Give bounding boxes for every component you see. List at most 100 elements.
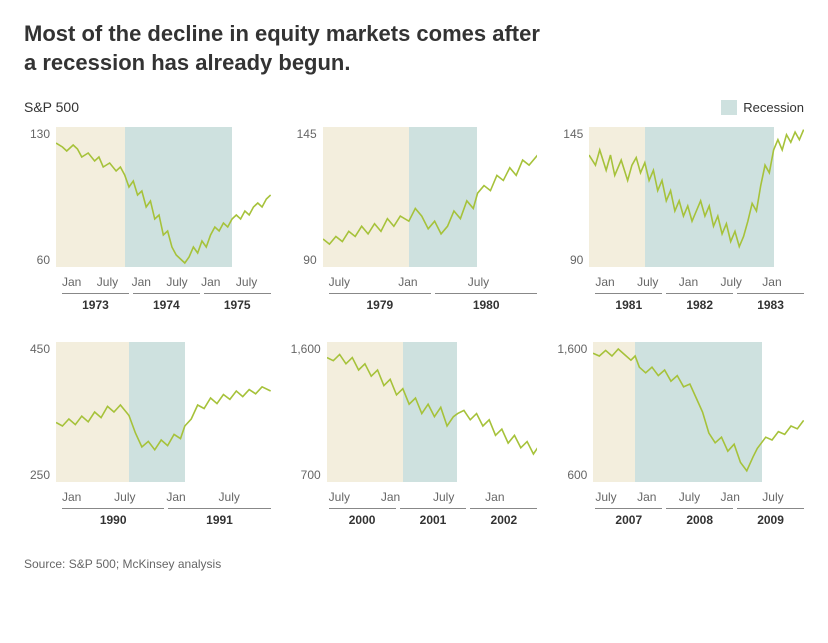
year-label: 2000 xyxy=(329,508,396,527)
year-labels: 197319741975 xyxy=(62,293,271,312)
month-label: Jan xyxy=(132,275,167,289)
y-tick: 60 xyxy=(37,253,50,267)
plot-area xyxy=(593,342,804,482)
y-axis-labels: 1,600700 xyxy=(291,342,327,482)
chart-wrap: 130 60 xyxy=(24,127,271,267)
month-label: July xyxy=(219,490,271,504)
source-text: Source: S&P 500; McKinsey analysis xyxy=(24,557,804,571)
year-label: 1973 xyxy=(62,293,129,312)
year-label: 2007 xyxy=(595,508,662,527)
month-label: Jan xyxy=(595,275,637,289)
month-label: Jan xyxy=(721,490,763,504)
panel-p1981: 145 90 JanJulyJanJulyJan 198119821983 xyxy=(557,127,804,312)
month-label: Jan xyxy=(166,490,218,504)
y-tick: 1,600 xyxy=(291,342,321,356)
legend-label: Recession xyxy=(743,100,804,115)
month-labels: JanJulyJanJulyJan xyxy=(595,275,804,289)
x-axis: JanJulyJanJulyJanJuly 197319741975 xyxy=(62,275,271,312)
y-axis-labels: 145 90 xyxy=(557,127,589,267)
year-labels: 19901991 xyxy=(62,508,271,527)
y-tick: 1,600 xyxy=(557,342,587,356)
year-label: 1991 xyxy=(168,508,270,527)
month-label: July xyxy=(468,275,538,289)
panel-p1973: 130 60 JanJulyJanJulyJanJuly 197319741975 xyxy=(24,127,271,312)
line-svg xyxy=(323,127,538,267)
legend-swatch-recession xyxy=(721,100,737,115)
line-svg xyxy=(593,342,804,482)
month-label: Jan xyxy=(398,275,468,289)
month-label: July xyxy=(97,275,132,289)
y-tick: 90 xyxy=(570,253,583,267)
year-label: 2009 xyxy=(737,508,804,527)
y-tick: 145 xyxy=(297,127,317,141)
year-label: 2001 xyxy=(400,508,467,527)
line-svg xyxy=(56,342,271,482)
line-svg xyxy=(589,127,804,267)
y-axis-labels: 130 60 xyxy=(24,127,56,267)
y-tick: 130 xyxy=(30,127,50,141)
plot-area xyxy=(589,127,804,267)
series-line xyxy=(56,143,271,263)
line-svg xyxy=(56,127,271,267)
month-label: July xyxy=(679,490,721,504)
header-row: S&P 500 Recession xyxy=(24,99,804,115)
y-tick: 600 xyxy=(567,468,587,482)
month-label: Jan xyxy=(381,490,433,504)
month-label: July xyxy=(329,275,399,289)
x-axis: JulyJanJulyJanJuly 200720082009 xyxy=(595,490,804,527)
panel-p2007: 1,600 600 JulyJanJulyJanJuly 200720082009 xyxy=(557,342,804,527)
month-labels: JanJulyJanJulyJanJuly xyxy=(62,275,271,289)
y-tick: 450 xyxy=(30,342,50,356)
year-label: 1981 xyxy=(595,293,662,312)
month-label: Jan xyxy=(62,490,114,504)
month-label: July xyxy=(433,490,485,504)
month-label: Jan xyxy=(201,275,236,289)
x-axis: JanJulyJanJuly19901991 xyxy=(62,490,271,527)
legend: Recession xyxy=(721,100,804,115)
month-label: July xyxy=(762,490,804,504)
y-axis-labels: 450 250 xyxy=(24,342,56,482)
month-label: Jan xyxy=(637,490,679,504)
plot-area xyxy=(327,342,538,482)
month-label: July xyxy=(114,490,166,504)
month-labels: JulyJanJulyJan xyxy=(329,490,538,504)
month-label: July xyxy=(166,275,201,289)
y-tick: 250 xyxy=(30,468,50,482)
month-labels: JulyJanJuly xyxy=(329,275,538,289)
year-label: 2008 xyxy=(666,508,733,527)
series-line xyxy=(56,387,271,450)
year-labels: 200720082009 xyxy=(595,508,804,527)
x-axis: JulyJanJuly 19791980 xyxy=(329,275,538,312)
year-label: 1980 xyxy=(435,293,537,312)
year-label: 1990 xyxy=(62,508,164,527)
plot-area xyxy=(56,127,271,267)
panel-p2000: 1,600700JulyJanJulyJan200020012002 xyxy=(291,342,538,527)
month-label: Jan xyxy=(679,275,721,289)
year-label: 1982 xyxy=(666,293,733,312)
y-tick: 145 xyxy=(563,127,583,141)
series-line xyxy=(323,155,538,244)
x-axis: JanJulyJanJulyJan 198119821983 xyxy=(595,275,804,312)
chart-wrap: 14590 xyxy=(291,127,538,267)
year-label: 2002 xyxy=(470,508,537,527)
series-line xyxy=(589,130,804,247)
title-line1: Most of the decline in equity markets co… xyxy=(24,21,540,46)
subtitle: S&P 500 xyxy=(24,99,79,115)
year-labels: 200020012002 xyxy=(329,508,538,527)
month-label: Jan xyxy=(62,275,97,289)
chart-wrap: 1,600700 xyxy=(291,342,538,482)
plot-area xyxy=(56,342,271,482)
month-labels: JulyJanJulyJanJuly xyxy=(595,490,804,504)
title-line2: a recession has already begun. xyxy=(24,50,350,75)
year-label: 1983 xyxy=(737,293,804,312)
chart-title: Most of the decline in equity markets co… xyxy=(24,20,804,77)
chart-wrap: 450 250 xyxy=(24,342,271,482)
panel-p1979: 14590 JulyJanJuly 19791980 xyxy=(291,127,538,312)
month-label: July xyxy=(329,490,381,504)
month-label: July xyxy=(721,275,763,289)
year-label: 1979 xyxy=(329,293,431,312)
month-label: July xyxy=(637,275,679,289)
panel-p1990: 450250JanJulyJanJuly19901991 xyxy=(24,342,271,527)
month-label: Jan xyxy=(485,490,537,504)
series-line xyxy=(327,355,538,455)
